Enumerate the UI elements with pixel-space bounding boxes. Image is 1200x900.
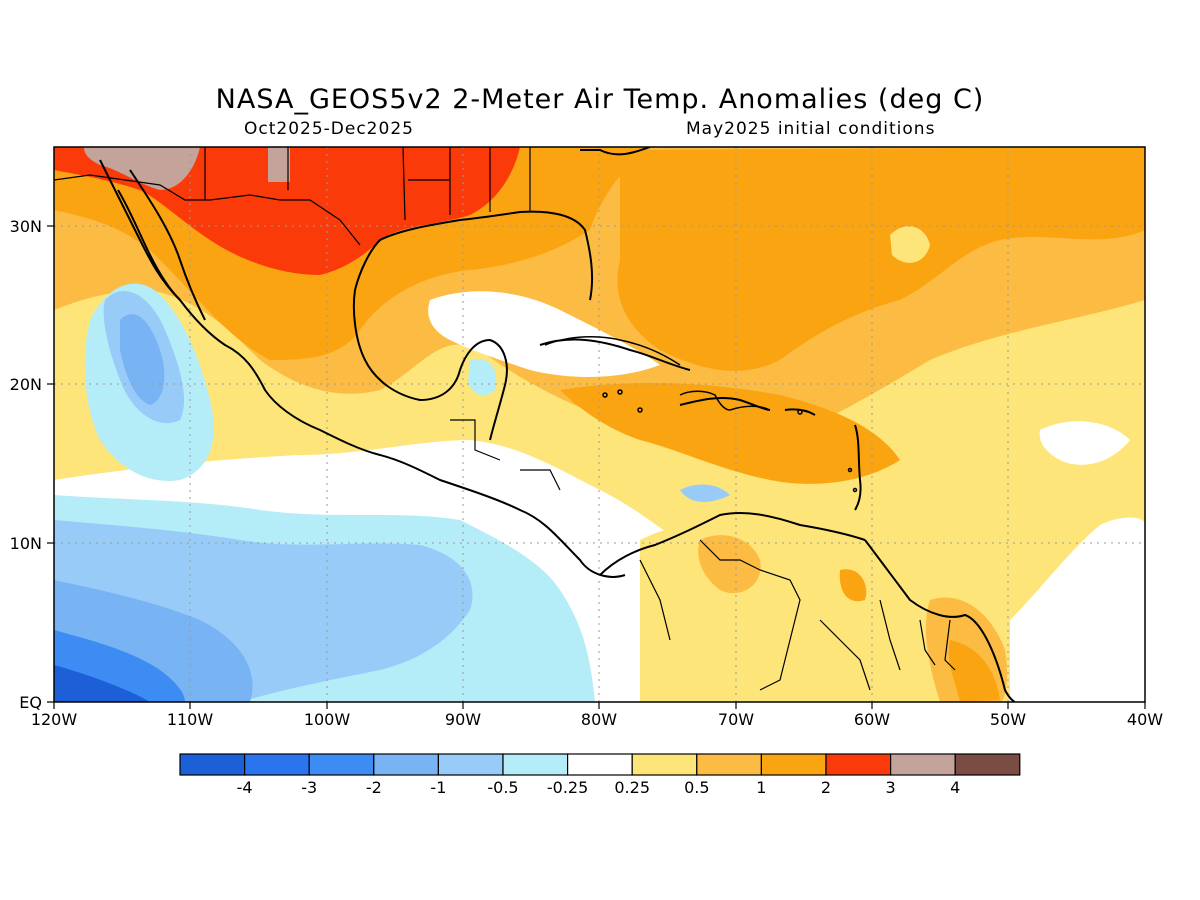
- colorbar-label: -2: [366, 778, 382, 797]
- colorbar-label: -0.5: [487, 778, 518, 797]
- colorbar-swatch: [244, 753, 310, 776]
- colorbar-label: 4: [950, 778, 960, 797]
- lat-label: 30N: [10, 217, 42, 236]
- colorbar-label: 1: [756, 778, 766, 797]
- colorbar: -4 -3 -2 -1 -0.5 -0.25 0.25 0.5 1 2 3 4: [179, 753, 1021, 797]
- tick-marks: [47, 225, 1146, 709]
- colorbar-swatch: [179, 753, 246, 776]
- grid-lines: [54, 147, 1145, 702]
- longitude-labels: 120W 110W 100W 90W 80W 70W 60W 50W 40W: [31, 710, 1163, 729]
- lon-label: 120W: [31, 710, 78, 729]
- forecast-period: Oct2025-Dec2025: [244, 119, 414, 139]
- colorbar-label: -4: [237, 778, 253, 797]
- colorbar-label: 2: [821, 778, 831, 797]
- colorbar-label: -1: [430, 778, 446, 797]
- colorbar-label: 0.25: [614, 778, 650, 797]
- coastlines: [99, 147, 1016, 702]
- lon-label: 90W: [445, 710, 481, 729]
- latitude-labels: EQ 10N 20N 30N: [10, 217, 42, 712]
- colorbar-swatch: [760, 753, 827, 776]
- anomaly-fields: [54, 147, 1145, 702]
- colorbar-label: -0.25: [547, 778, 588, 797]
- islands: [544, 335, 858, 493]
- lon-label: 50W: [990, 710, 1026, 729]
- lon-label: 70W: [718, 710, 754, 729]
- lon-label: 60W: [854, 710, 890, 729]
- colorbar-label: 3: [886, 778, 896, 797]
- lat-label: EQ: [19, 693, 42, 712]
- lon-label: 40W: [1127, 710, 1163, 729]
- lon-label: 110W: [167, 710, 214, 729]
- map-title: NASA_GEOS5v2 2-Meter Air Temp. Anomalies…: [215, 84, 985, 115]
- colorbar-swatch: [437, 753, 504, 776]
- lon-label: 100W: [304, 710, 351, 729]
- colorbar-swatch: [502, 753, 569, 776]
- lon-label: 80W: [581, 710, 617, 729]
- initial-conditions: May2025 initial conditions: [686, 119, 936, 139]
- colorbar-swatch: [308, 753, 375, 776]
- colorbar-label: -3: [301, 778, 317, 797]
- colorbar-swatch: [825, 753, 892, 776]
- colorbar-swatch: [373, 753, 439, 776]
- lat-label: 20N: [10, 375, 42, 394]
- colorbar-swatch: [889, 753, 956, 776]
- colorbar-swatch: [566, 753, 633, 776]
- colorbar-swatch: [954, 753, 1021, 776]
- borders: [54, 147, 956, 691]
- colorbar-swatch: [696, 753, 762, 776]
- lat-label: 10N: [10, 534, 42, 553]
- colorbar-swatch: [631, 753, 698, 776]
- colorbar-label: 0.5: [684, 778, 709, 797]
